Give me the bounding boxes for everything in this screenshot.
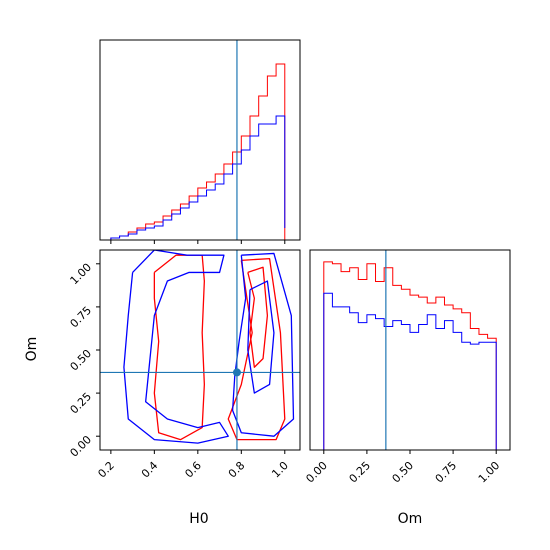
contour-x-tick-label-3: 0.8 xyxy=(226,459,248,481)
contour-y-tick-label-1: 0.25 xyxy=(68,390,95,417)
contour-x-tick-label-0: 0.2 xyxy=(95,459,117,481)
h0-hist-series-1 xyxy=(110,115,286,240)
contour-line-4 xyxy=(231,252,295,437)
contour-line-2 xyxy=(247,266,269,368)
om-hist-series-0 xyxy=(323,261,497,450)
h0-hist-frame xyxy=(99,39,301,241)
om-x-axis-label: Om xyxy=(398,511,423,527)
contour-y-tick-label-2: 0.50 xyxy=(68,347,95,374)
om-histogram-panel: 0.00 0.25 0.50 0.75 1.00 xyxy=(303,249,511,486)
contour-y-tick-label-4: 1.00 xyxy=(68,261,95,288)
contour-line-3 xyxy=(123,250,229,444)
om-x-tick-label-3: 0.75 xyxy=(433,459,460,486)
contour-x-tick-label-2: 0.6 xyxy=(182,459,204,481)
contour-x-tick-label-1: 0.4 xyxy=(139,459,161,481)
contour-line-5 xyxy=(247,280,275,394)
h0-histogram-panel xyxy=(99,39,301,244)
om-x-tick-label-4: 1.00 xyxy=(476,459,503,486)
contour-y-tick-label-0: 0.00 xyxy=(68,433,95,460)
contour-y-tick-label-3: 0.75 xyxy=(68,304,95,331)
om-hist-series-1 xyxy=(323,292,497,450)
om-x-tick-label-0: 0.00 xyxy=(303,459,330,486)
contour-truth-point xyxy=(232,368,241,377)
axis-labels: H0 Om Om xyxy=(24,337,422,527)
h0-om-contour-panel: 0.2 0.4 0.6 0.8 1.0 0.00 0.25 0.50 0.75 1.00 xyxy=(68,249,301,481)
om-hist-frame xyxy=(309,249,511,451)
om-x-tick-label-2: 0.50 xyxy=(390,459,417,486)
contour-line-0 xyxy=(153,254,205,441)
h0-hist-series-0 xyxy=(110,63,286,240)
contour-x-tick-label-4: 1.0 xyxy=(269,459,291,481)
contour-lines xyxy=(123,250,295,444)
contour-y-axis-label: Om xyxy=(24,337,40,362)
om-x-tick-label-1: 0.25 xyxy=(347,459,374,486)
contour-x-axis-label: H0 xyxy=(189,511,208,527)
